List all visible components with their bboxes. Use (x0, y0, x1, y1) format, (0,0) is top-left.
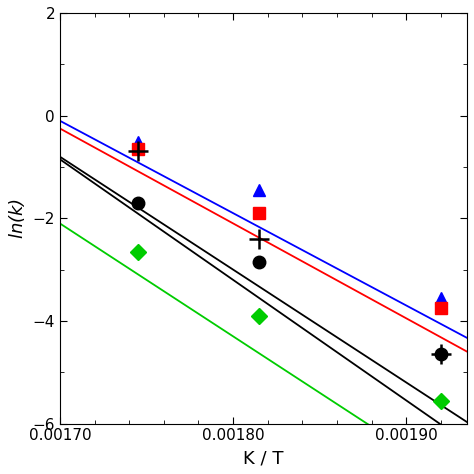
Y-axis label: ln($k$): ln($k$) (7, 198, 27, 239)
X-axis label: K / T: K / T (243, 449, 284, 467)
